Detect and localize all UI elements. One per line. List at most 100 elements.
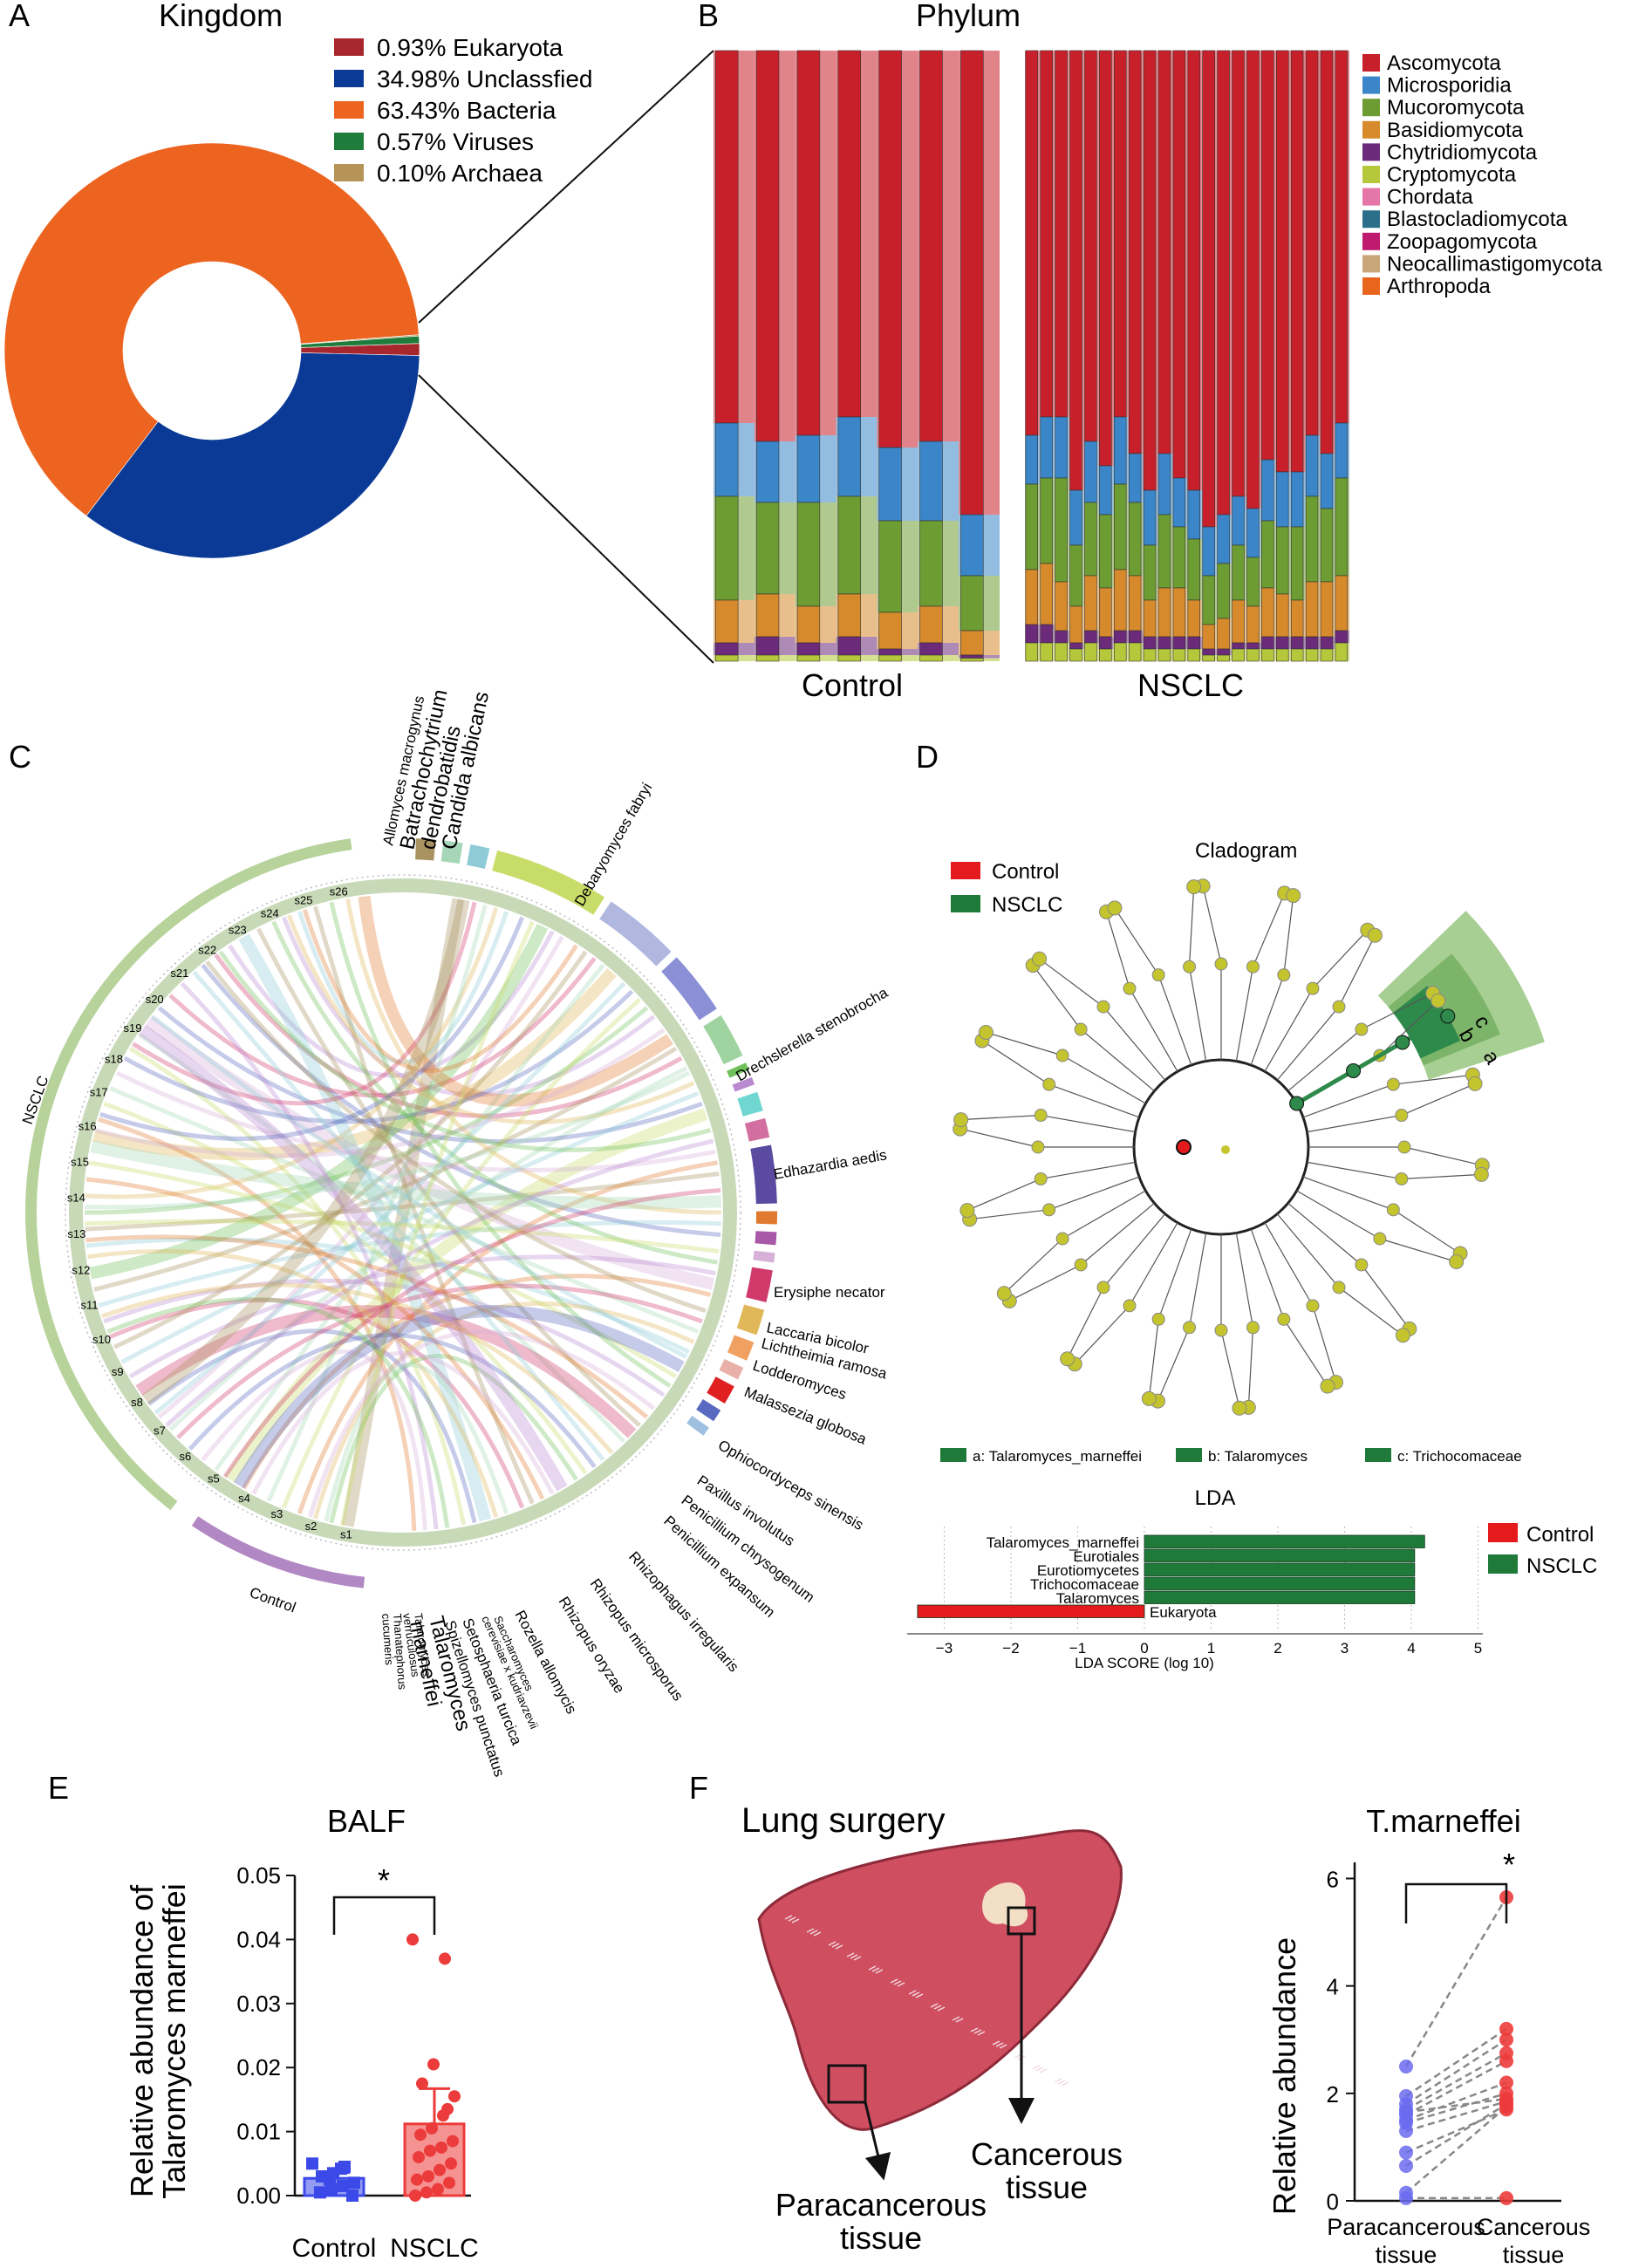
lung-texture [1061, 2081, 1069, 2087]
biomarker-node [1346, 1063, 1362, 1078]
nsclc-bar-segment [1040, 50, 1053, 418]
lung-texture [806, 1928, 815, 1933]
nsclc-bar-segment [1305, 648, 1319, 662]
nsclc-bar-segment [1084, 642, 1097, 662]
lda-tick: 3 [1341, 1640, 1349, 1657]
balf-point [432, 2183, 444, 2196]
control-bar-segment [837, 495, 861, 595]
clado-node [1123, 1299, 1137, 1313]
lda-legend-swatch-nsclc [1488, 1554, 1518, 1574]
chord-link [135, 1305, 637, 1438]
lung-texture [992, 2040, 1000, 2046]
sample-label: s1 [340, 1527, 352, 1540]
clado-node [1332, 1281, 1346, 1295]
para-arrow [864, 2101, 891, 2181]
nsclc-bar-segment [1084, 50, 1097, 442]
balf-point [439, 1952, 451, 1965]
sample-label: s26 [330, 885, 348, 898]
dotted-ring [65, 874, 741, 1551]
chord-link [92, 967, 617, 1161]
nsclc-bar-segment [1290, 526, 1304, 601]
chord-link [324, 1363, 509, 1522]
legend-swatch [334, 164, 364, 181]
balf-point [424, 2144, 436, 2157]
pair-point-canc [1499, 2053, 1513, 2068]
biomarker-node [1289, 1096, 1305, 1111]
species-arc [492, 850, 605, 915]
lung-texture [937, 2006, 946, 2012]
sample-label: s3 [270, 1507, 283, 1520]
clado-node [1355, 1258, 1369, 1272]
nsclc-bar-segment [1143, 599, 1157, 638]
phylum-stacked-bars [714, 50, 1349, 662]
paracancerous-label-line2: tissue [840, 2220, 922, 2256]
cladogram: cba [953, 878, 1545, 1416]
chord-link [281, 916, 656, 1097]
clado-node [1074, 1258, 1088, 1272]
control-bar-segment [837, 593, 861, 638]
chord-link [281, 997, 641, 1509]
pair-point-canc [1499, 2021, 1513, 2036]
clado-branch [1250, 1228, 1285, 1320]
balf-point [434, 2163, 446, 2176]
chord-link [218, 950, 712, 1152]
balf-ytick-label: 0.02 [236, 2054, 281, 2080]
phylum-title: Phylum [916, 0, 1021, 33]
sample-label: s7 [154, 1424, 166, 1438]
donut-slice-unclassfied [85, 352, 420, 559]
chord-link [307, 1329, 656, 1518]
control-bar-segment [919, 642, 943, 656]
nsclc-bar-segment [1040, 563, 1053, 625]
chord-link [224, 1108, 708, 1483]
control-bar-segment [960, 654, 984, 659]
lung-texture [791, 1918, 800, 1923]
balf-point [314, 2186, 326, 2199]
pair-ytick-label: 2 [1327, 2081, 1339, 2107]
pair-line [1405, 2092, 1507, 2124]
clado-node [1332, 1000, 1346, 1014]
legend-label: 0.93% Eukaryota [377, 34, 563, 61]
nsclc-bar-segment [1187, 636, 1201, 650]
chord-link [128, 1046, 467, 1526]
nsclc-bar-segment [1025, 624, 1039, 644]
control-bar-segment [837, 636, 861, 656]
species-arc [440, 840, 463, 864]
paired-scatter: 0 2 4 6 [1327, 1862, 1561, 2215]
phylum-legend-label: Arthropoda [1387, 275, 1491, 298]
sample-label: s15 [71, 1155, 89, 1168]
balf-point [416, 2077, 428, 2090]
nsclc-bar-segment [1187, 538, 1201, 601]
pair-line [1405, 2039, 1507, 2106]
chord-link [87, 1248, 499, 1518]
nsclc-bar-segment [1335, 50, 1349, 424]
species-label: Thanatephorus [391, 1613, 409, 1691]
species-arc [755, 1211, 777, 1225]
species-arc [732, 1076, 755, 1092]
clado-branch [1003, 1238, 1063, 1295]
phylum-legend-label: Mucoromycota [1387, 96, 1525, 120]
nsclc-bar-segment [1084, 575, 1097, 632]
lda-bar [1144, 1534, 1425, 1548]
chord-link [329, 901, 672, 1388]
biomarker-label-b: b: Talaromyces [1208, 1448, 1308, 1465]
sector-a [1393, 986, 1461, 1059]
phylum-legend-label: Basidiomycota [1387, 119, 1524, 142]
control-bar-segment [878, 611, 902, 650]
species-arc [467, 844, 490, 870]
clado-leaf [1141, 1390, 1157, 1406]
nsclc-bar-segment [1276, 471, 1289, 528]
nsclc-bar-segment [1172, 50, 1186, 479]
clado-node [1395, 1172, 1409, 1185]
zoom-line-bottom [418, 374, 714, 664]
nsclc-bar-segment [1217, 648, 1230, 656]
chord-link [312, 1301, 695, 1520]
control-bar-segment [715, 654, 739, 662]
lda-bar [1144, 1576, 1416, 1590]
pair-ytick-label: 6 [1327, 1866, 1339, 1892]
lda-legend-nsclc: NSCLC [1526, 1554, 1597, 1578]
control-bar-segment [796, 50, 821, 436]
chord-link [154, 981, 626, 1415]
nsclc-bar-segment [1040, 642, 1053, 662]
clado-leaf [959, 1203, 975, 1219]
control-bar-segment [837, 416, 861, 497]
